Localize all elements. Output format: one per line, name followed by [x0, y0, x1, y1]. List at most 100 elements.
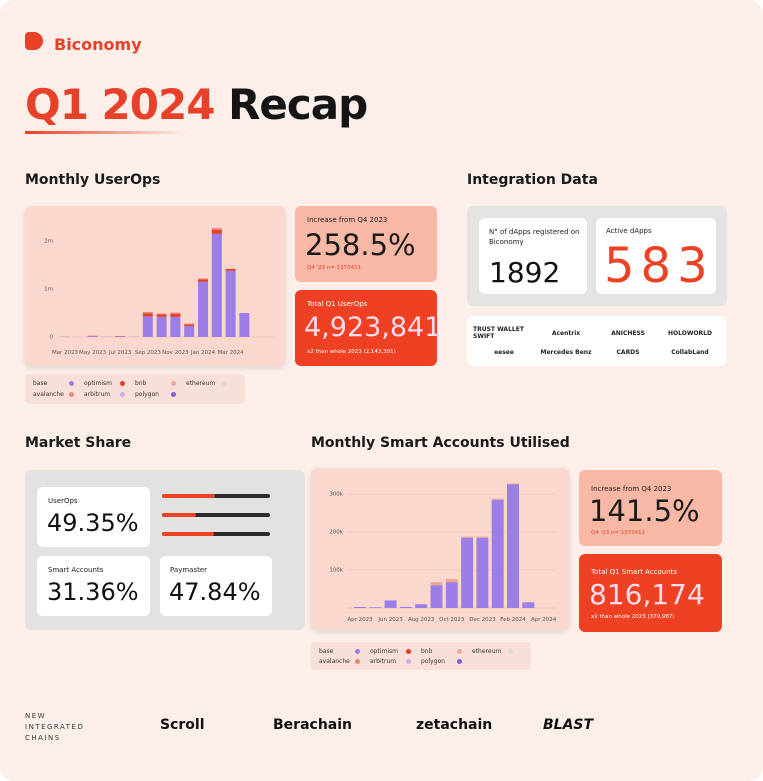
bar-segment — [156, 313, 167, 315]
bar-segment — [184, 324, 195, 326]
stat-label: Increase from Q4 2023 — [307, 216, 388, 224]
share-track — [162, 494, 270, 498]
title-underline — [25, 131, 190, 134]
y-tick-label: 2m — [44, 239, 53, 245]
legend-label: bnb — [421, 647, 433, 655]
y-tick-label: 200k — [329, 530, 343, 536]
legend-entry: bnb — [421, 647, 472, 655]
stat-note: x2 than whole 2023 (370,987) — [591, 614, 675, 620]
title-rest: Recap — [228, 80, 368, 129]
market-card: UserOps 49.35% Smart Accounts 31.36% Pay… — [25, 470, 305, 630]
logo-icon — [25, 32, 43, 50]
x-tick-label: Jan 2024 — [190, 350, 216, 356]
y-tick-label: 1m — [44, 287, 53, 293]
legend-swatch — [508, 648, 513, 654]
stat-value: 816,174 — [589, 578, 705, 611]
page-title: Q1 2024 Recap — [25, 80, 368, 129]
stat-value: 31.36% — [47, 578, 139, 606]
bar-segment — [354, 606, 366, 608]
legend-entry: optimism — [84, 379, 135, 388]
stat-label: Total Q1 Smart Accounts — [591, 568, 678, 576]
bar-segment — [211, 229, 222, 234]
legend-entry: bnb — [135, 379, 186, 388]
share-bars — [162, 494, 270, 539]
stat-card: Total Q1 Smart Accounts 816,174 x2 than … — [579, 554, 722, 632]
bar-segment — [369, 607, 382, 608]
bar-segment — [445, 582, 458, 608]
legend-label: arbitrum — [84, 391, 111, 398]
bar-segment — [198, 281, 208, 337]
chain-name: Berachain — [273, 717, 352, 733]
bar-segment — [184, 325, 195, 337]
stat-card: Active dApps 583 — [596, 218, 716, 294]
legend-swatch — [355, 658, 360, 664]
legend-swatch — [457, 648, 462, 654]
x-tick-label: Mar 2024 — [218, 350, 245, 356]
bar-segment — [239, 313, 250, 337]
bar-segment — [384, 600, 397, 608]
stat-card: Paymaster 47.84% — [160, 556, 272, 616]
stat-value: 583 — [604, 238, 714, 294]
x-tick-label: Dec 2023 — [469, 617, 496, 623]
legend-entry: polygon — [421, 657, 472, 665]
bar-segment — [430, 585, 443, 608]
bar-segment — [225, 268, 236, 271]
stat-value: 141.5% — [589, 494, 700, 528]
bar-segment — [507, 484, 519, 608]
bar-segment — [170, 312, 181, 314]
x-tick-label: Sep 2023 — [135, 350, 162, 356]
legend-swatch — [457, 658, 462, 664]
legend-label: optimism — [84, 380, 112, 387]
stat-label: Increase from Q4 2023 — [591, 485, 672, 493]
partner-logo: Acentrix — [551, 329, 581, 337]
stat-value: 49.35% — [47, 509, 139, 537]
stat-card: Increase from Q4 2023 141.5% Q4 '23 n= 1… — [579, 470, 722, 546]
bar-segment — [415, 604, 428, 608]
share-track — [162, 532, 270, 536]
x-tick-label: Feb 2024 — [500, 617, 526, 623]
x-tick-label: Jul 2023 — [108, 350, 132, 356]
bar-segment — [198, 279, 208, 282]
legend-label: ethereum — [186, 380, 216, 387]
legend-entry: optimism — [370, 647, 421, 655]
stat-card: UserOps 49.35% — [37, 487, 150, 547]
partner-logo: ANICHESS — [611, 329, 645, 337]
chain-name: Scroll — [160, 717, 205, 733]
chart: 100k 200k 300k Apr 2023 Jun 2023 Aug 2023 Oct … — [329, 483, 557, 623]
x-tick-label: Mar 2023 — [52, 350, 79, 356]
x-tick-label: Jun 2023 — [377, 617, 403, 623]
legend-swatch — [171, 381, 176, 386]
chain-name: BLAST — [543, 717, 594, 733]
share-bar — [162, 532, 214, 536]
share-bar — [162, 494, 216, 498]
legend-entry: polygon — [135, 390, 186, 399]
legend-entry: base — [319, 647, 370, 655]
legend-swatch — [69, 381, 74, 386]
legend-entry: arbitrum — [370, 657, 421, 665]
stat-label: UserOps — [48, 497, 78, 505]
legend-label: optimism — [370, 647, 398, 655]
bar-segment — [142, 316, 153, 337]
legend-swatch — [406, 648, 411, 654]
chain-name: zetachain — [416, 717, 493, 733]
x-tick-label: Apr 2023 — [347, 617, 373, 623]
bar-segment — [491, 499, 504, 608]
y-tick-label: 0 — [50, 335, 54, 341]
legend-entry: arbitrum — [84, 390, 135, 399]
y-tick-label: 100k — [329, 568, 343, 574]
x-tick-label: Aug 2023 — [408, 617, 435, 623]
legend-label: avalanche — [33, 391, 64, 398]
legend-entry: avalanche — [33, 390, 84, 399]
chart: 0 1m 2m Mar 2023 May 2023 Jul 2023 Sep 2023 Nov… — [44, 228, 275, 356]
footer-label: NEW INTEGRATED CHAINS — [25, 712, 85, 742]
x-tick-label: Oct 2023 — [439, 617, 465, 623]
chart-card: 0 1m 2m Mar 2023 May 2023 Jul 2023 Sep 2023 Nov… — [25, 206, 285, 366]
bar-segment — [87, 336, 98, 337]
legend-swatch — [355, 648, 360, 654]
stat-card: Total Q1 UserOps 4,923,841 x2 than whole… — [295, 290, 441, 366]
stat-value: 1892 — [489, 256, 561, 289]
legend-swatch — [406, 658, 411, 664]
stat-note: Q4 '23 n= 1373411 — [307, 265, 362, 271]
stat-label: Paymaster — [170, 566, 208, 574]
